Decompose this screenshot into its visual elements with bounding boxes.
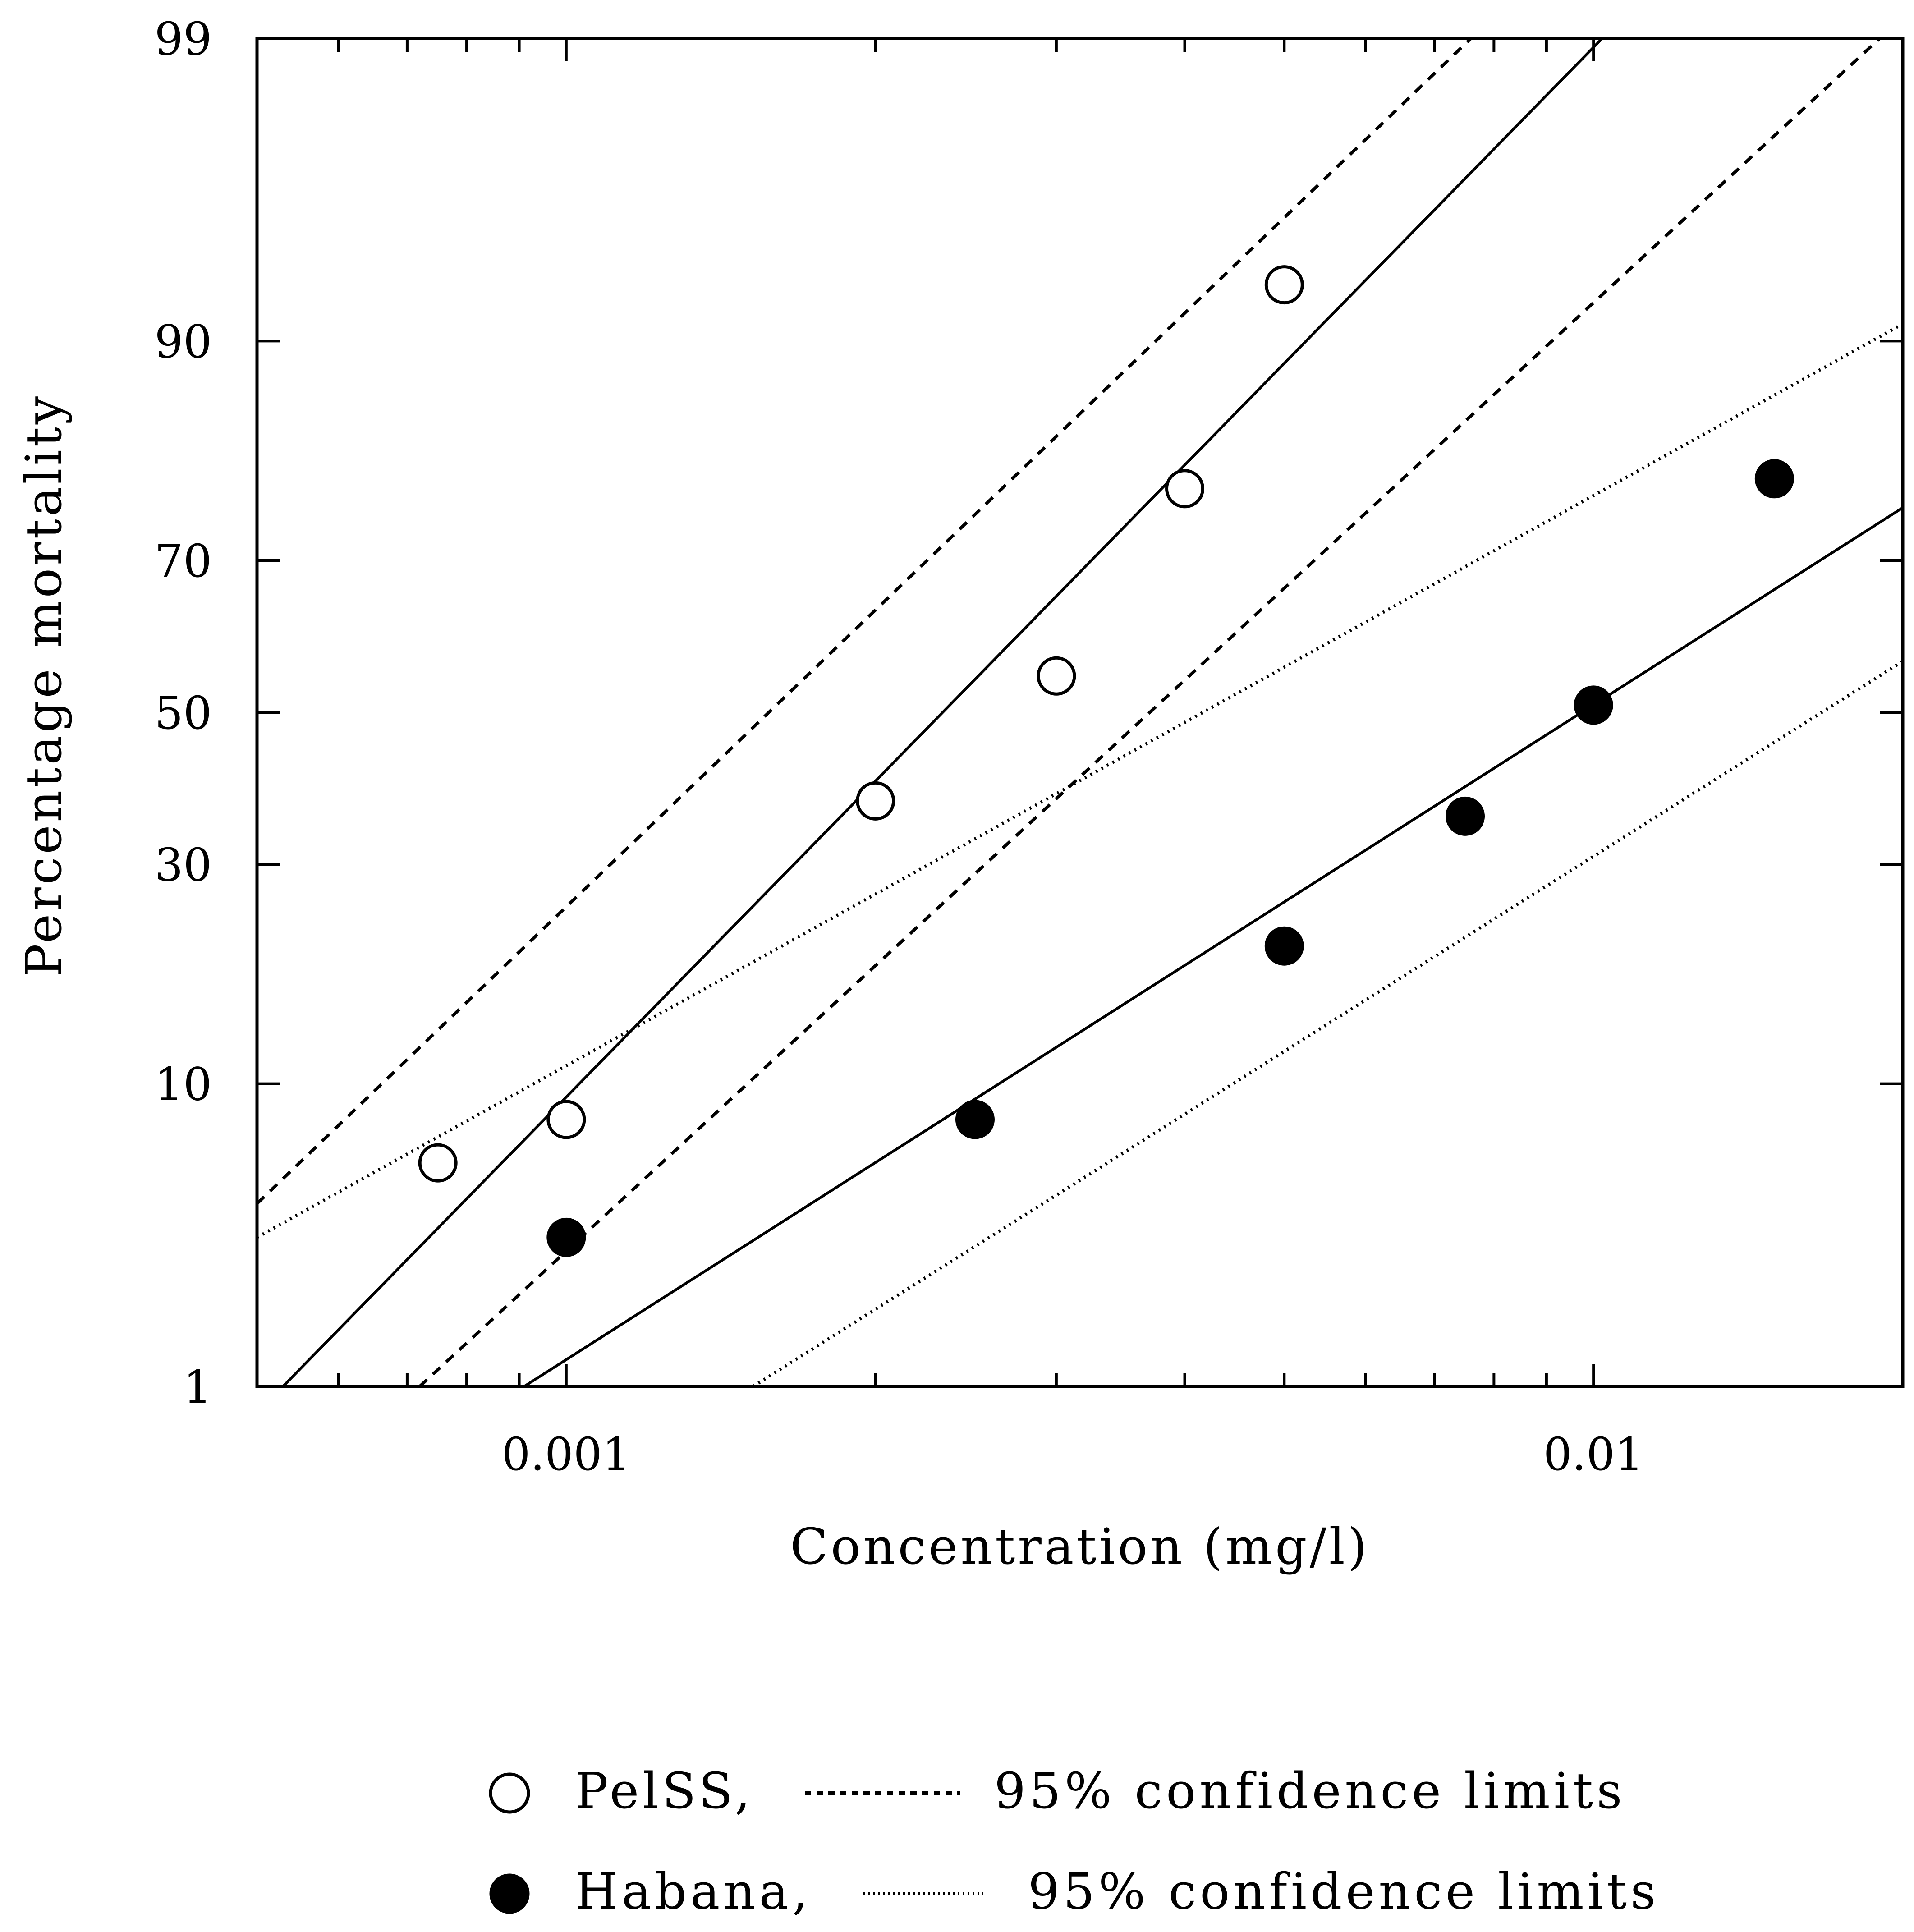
y-tick-label: 1 <box>183 1361 212 1413</box>
point-habana <box>546 1217 586 1257</box>
y-tick-labels: 1 10 30 50 70 90 99 <box>155 13 212 1413</box>
x-tick-label: 0.01 <box>1543 1428 1644 1481</box>
confidence-limit-pelss-2 <box>418 37 1881 1388</box>
point-pelss <box>856 781 895 821</box>
series-lines <box>256 37 1904 1388</box>
point-habana <box>955 1100 995 1139</box>
y-tick-label: 50 <box>155 687 212 739</box>
y-tick-label: 99 <box>155 13 212 65</box>
legend: PelSS, 95% confidence limits Habana, 95%… <box>489 1762 1660 1920</box>
confidence-limit-pelss-1 <box>256 37 1473 1205</box>
y-tick-label: 90 <box>155 315 212 368</box>
legend-series-pelss: PelSS, <box>575 1762 754 1820</box>
x-axis-label: Concentration (mg/l) <box>790 1518 1369 1575</box>
y-tick-label: 70 <box>155 535 212 587</box>
point-pelss <box>1264 265 1304 305</box>
confidence-limit-habana-1 <box>256 322 1904 1239</box>
fit-line-pelss <box>282 37 1603 1388</box>
point-pelss <box>1037 656 1076 696</box>
point-habana <box>1754 459 1794 499</box>
y-tick-label: 30 <box>155 839 212 891</box>
point-pelss <box>546 1100 586 1139</box>
legend-marker-pelss <box>489 1772 530 1814</box>
x-tick-labels: 0.001 0.01 <box>502 1428 1644 1481</box>
fit-line-habana <box>523 506 1904 1388</box>
legend-text-pelss: 95% confidence limits <box>994 1762 1626 1820</box>
point-habana <box>1446 796 1485 836</box>
point-habana <box>1264 926 1304 966</box>
point-habana <box>1574 685 1613 725</box>
legend-text-habana: 95% confidence limits <box>1028 1863 1660 1920</box>
plot-frame <box>255 37 1905 1388</box>
confidence-limit-habana-2 <box>752 660 1904 1388</box>
y-axis-label: Percentage mortality <box>15 394 73 977</box>
point-pelss <box>418 1143 458 1183</box>
data-points <box>418 265 1794 1257</box>
x-tick-label: 0.001 <box>502 1428 631 1481</box>
legend-marker-habana <box>489 1873 530 1914</box>
y-tick-label: 10 <box>155 1058 212 1111</box>
point-pelss <box>1165 469 1205 509</box>
legend-series-habana: Habana, <box>575 1863 812 1920</box>
tick-marks <box>256 37 1904 1388</box>
